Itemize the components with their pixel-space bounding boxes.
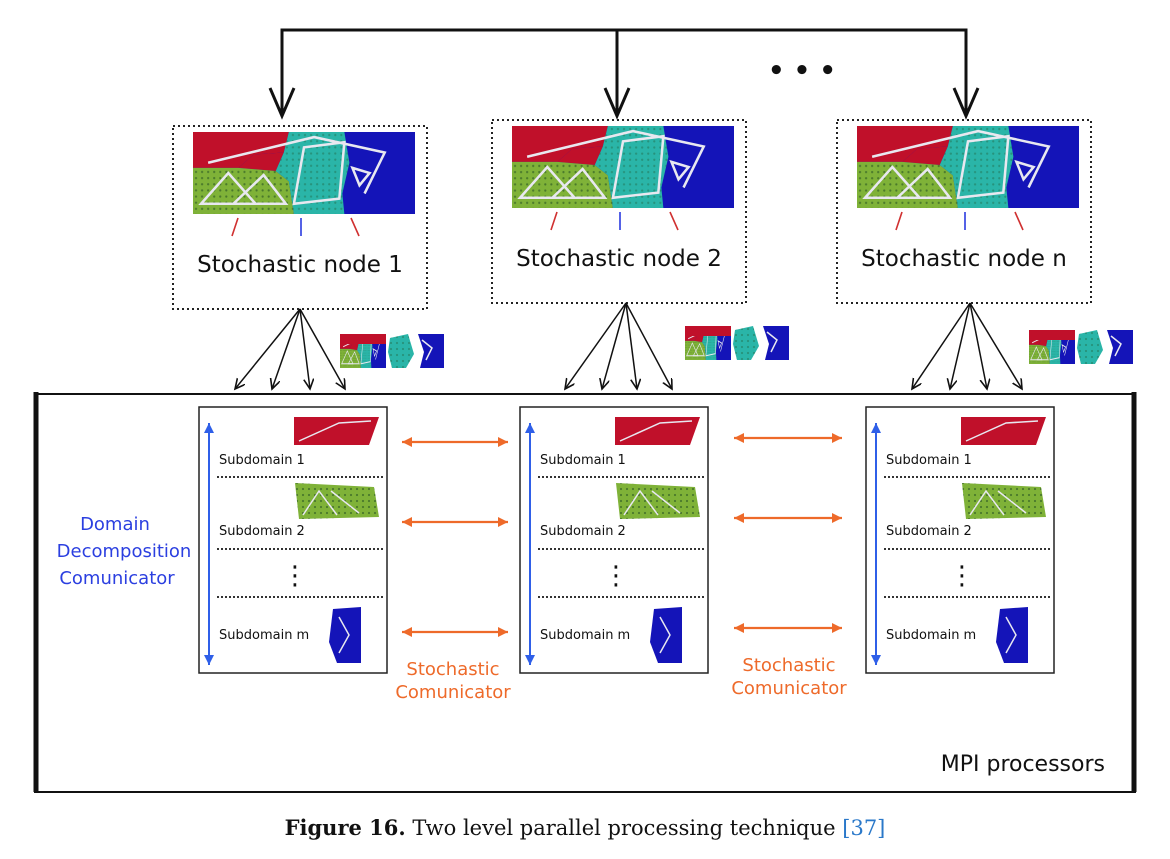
- subdomain-ellipsis: ⋮: [949, 561, 975, 591]
- stochastic-node-3-label: Stochastic node n: [861, 246, 1067, 272]
- fan-arrow-4: [625, 302, 672, 389]
- subdomain-1-row: Subdomain 1: [540, 417, 700, 468]
- domain-decomposition-communicator-label: Domain Decomposition Comunicator: [57, 514, 192, 589]
- subdomain-m-label: Subdomain m: [886, 628, 976, 643]
- subdomain-m-row: Subdomain m: [219, 607, 361, 663]
- fan-arrow-2: [602, 302, 627, 389]
- citation-link[interactable]: [37]: [842, 816, 886, 840]
- subdomain-2-row: Subdomain 2: [540, 483, 700, 539]
- domain-comm-line1: Domain: [80, 514, 150, 535]
- subdomain-1-label: Subdomain 1: [219, 453, 305, 468]
- subdomain-m-row: Subdomain m: [540, 607, 682, 663]
- fan-arrow-3: [625, 302, 637, 389]
- arrow-down-node1: [268, 87, 296, 120]
- subdomain-2-label: Subdomain 2: [219, 524, 305, 539]
- subdomain-2-row: Subdomain 2: [886, 483, 1046, 539]
- stochastic-comm-line1: Stochastic: [742, 655, 835, 676]
- stochastic-node-1: Stochastic node 1: [172, 125, 428, 310]
- nodes-ellipsis: • • •: [768, 56, 836, 86]
- parallel-processing-diagram: • • • Stochastic node 1 Stochastic node 2…: [33, 28, 1137, 793]
- processor-column-3: Subdomain 1 Subdomain 2 ⋮ Subdomain m: [865, 406, 1055, 674]
- subdomain-1-row: Subdomain 1: [886, 417, 1046, 468]
- subdomain-m-label: Subdomain m: [540, 628, 630, 643]
- mesh-pieces-1: [340, 334, 444, 368]
- stochastic-node-1-label: Stochastic node 1: [197, 252, 403, 278]
- fan-arrow-1: [235, 308, 301, 389]
- subdomain-ellipsis: ⋮: [603, 561, 629, 591]
- stochastic-node-3: Stochastic node n: [836, 119, 1092, 304]
- subdomain-1-row: Subdomain 1: [219, 417, 379, 468]
- mesh-arrow-1: [231, 217, 239, 237]
- figure-number: Figure 16.: [284, 815, 406, 840]
- stochastic-comm-line2: Comunicator: [731, 678, 847, 699]
- fan-arrows-node-3: [912, 302, 1022, 389]
- processor-column-2: Subdomain 1 Subdomain 2 ⋮ Subdomain m: [519, 406, 709, 674]
- fan-arrow-3: [969, 302, 987, 389]
- fan-arrow-4: [299, 308, 345, 389]
- arrow-down-node2: [603, 87, 631, 120]
- fan-arrow-3: [299, 308, 310, 389]
- figure-caption: Figure 16. Two level parallel processing…: [0, 815, 1170, 840]
- mesh-arrow-3: [1014, 211, 1024, 231]
- mpi-processors-label: MPI processors: [941, 752, 1105, 777]
- fan-arrow-1: [565, 302, 627, 389]
- stochastic-comm-line2: Comunicator: [395, 682, 511, 703]
- mesh-arrow-3: [669, 211, 679, 231]
- fan-arrows-node-2: [565, 302, 672, 389]
- subdomain-ellipsis: ⋮: [282, 561, 308, 591]
- subdomain-m-label: Subdomain m: [219, 628, 309, 643]
- mesh-arrow-1: [550, 211, 558, 231]
- top-distribution-connector: • • •: [268, 28, 980, 120]
- fan-arrow-4: [969, 302, 1022, 389]
- mesh-arrow-1: [895, 211, 903, 231]
- stochastic-node-2: Stochastic node 2: [491, 119, 747, 304]
- subdomain-1-label: Subdomain 1: [540, 453, 626, 468]
- subdomain-2-label: Subdomain 2: [886, 524, 972, 539]
- subdomain-2-row: Subdomain 2: [219, 483, 379, 539]
- stochastic-node-3-mesh: [857, 126, 1079, 208]
- stochastic-comm-line1: Stochastic: [406, 659, 499, 680]
- mpi-processors-frame: MPI processors: [33, 392, 1137, 793]
- stochastic-node-1-mesh: [193, 132, 415, 214]
- processor-column-1: Subdomain 1 Subdomain 2 ⋮ Subdomain m: [198, 406, 388, 674]
- subdomain-1-label: Subdomain 1: [886, 453, 972, 468]
- fan-arrow-2: [950, 302, 971, 389]
- domain-comm-line3: Comunicator: [59, 568, 175, 589]
- stochastic-node-2-label: Stochastic node 2: [516, 246, 722, 272]
- fan-arrow-1: [912, 302, 971, 389]
- fan-arrows-node-1: [235, 308, 345, 389]
- figure-caption-text: Two level parallel processing technique: [412, 816, 836, 840]
- mesh-pieces-2: [685, 326, 789, 360]
- stochastic-node-2-mesh: [512, 126, 734, 208]
- domain-comm-line2: Decomposition: [57, 541, 192, 562]
- fan-arrow-2: [272, 308, 301, 389]
- subdomain-2-label: Subdomain 2: [540, 524, 626, 539]
- arrow-down-noden: [952, 87, 980, 120]
- mesh-arrow-3: [350, 217, 360, 237]
- subdomain-m-row: Subdomain m: [886, 607, 1028, 663]
- mesh-pieces-3: [1029, 330, 1133, 364]
